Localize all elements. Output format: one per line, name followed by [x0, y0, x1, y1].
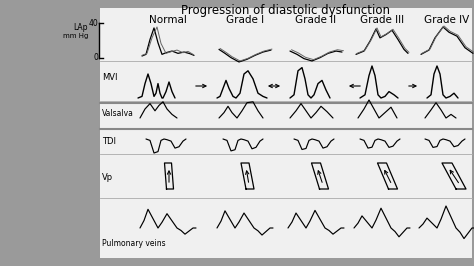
Text: LAp: LAp — [73, 23, 88, 32]
Text: mm Hg: mm Hg — [63, 33, 88, 39]
Text: Normal: Normal — [149, 15, 187, 25]
Text: Grade II: Grade II — [295, 15, 337, 25]
Text: Grade IV: Grade IV — [424, 15, 470, 25]
Text: Grade I: Grade I — [226, 15, 264, 25]
Text: Valsalva: Valsalva — [102, 110, 134, 118]
Text: 0: 0 — [93, 53, 98, 63]
Text: 40: 40 — [88, 19, 98, 27]
Text: Vp: Vp — [102, 173, 113, 182]
Text: Pulmonary veins: Pulmonary veins — [102, 239, 165, 248]
Text: MVI: MVI — [102, 73, 118, 82]
Text: Grade III: Grade III — [360, 15, 404, 25]
Text: Progression of diastolic dysfunction: Progression of diastolic dysfunction — [182, 4, 391, 17]
Text: TDI: TDI — [102, 136, 116, 146]
Bar — [100, 8, 472, 258]
